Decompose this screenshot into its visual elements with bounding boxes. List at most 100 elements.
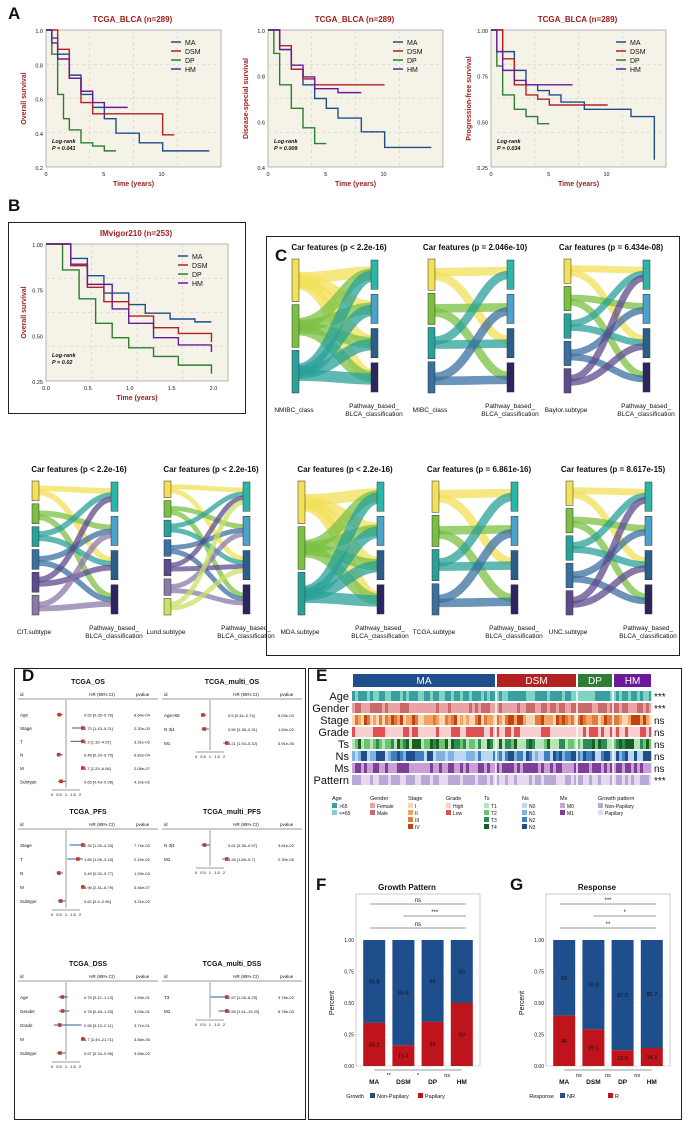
heatmap-cell [622,691,626,701]
heatmap-cell [559,703,563,713]
forest-col-id: id [164,692,168,697]
bar-sig-label: ** [606,922,611,928]
heatmap-cell [409,703,413,713]
heatmap-cell [430,703,434,713]
forest-axis-tick: 0 [51,912,54,917]
heatmap-cell [424,763,428,773]
sankey-flow [571,565,647,608]
heatmap-cell [415,715,419,725]
heatmap-cell [355,763,359,773]
forest-col-p: pvalue [136,822,150,827]
heatmap-cell [430,763,434,773]
forest-point [225,995,229,999]
sankey-source-node [297,526,306,570]
km-legend-label: DP [630,58,640,65]
heatmap-cell [385,763,389,773]
km-xtick: 10 [380,172,386,178]
heatmap-cell [472,775,476,785]
sankey-target-node [510,481,519,512]
sankey-target-node [642,362,651,393]
heatmap-cell [547,739,551,749]
forest-row-hr: 0.61 [0.38–0.97] [228,843,257,848]
heatmap-cell [619,763,623,773]
heatmap-cell [361,775,365,785]
heatmap-cell [403,751,407,761]
heatmap-cell [589,775,593,785]
heatmap-cell [457,775,461,785]
heatmap-cell [562,751,566,761]
heatmap-cell [505,703,509,713]
sankey-target-node [506,362,515,393]
forest-axis-tick: 2 [223,1022,226,1027]
heatmap-cell [376,691,380,701]
heatmap-legend-swatch [522,817,527,822]
km-xtick: 2.0 [210,386,218,392]
bar-ytick: 0.75 [344,970,354,976]
heatmap-cell [472,703,476,713]
heatmap-cell [514,739,518,749]
forest-col-id: id [164,822,168,827]
heatmap-cell [628,775,632,785]
heatmap-legend-item: Low [453,811,463,817]
heatmap-cell [379,703,383,713]
heatmap-cell [433,775,437,785]
heatmap-cell [412,739,416,749]
heatmap-cell [463,775,467,785]
heatmap-cell [610,775,614,785]
heatmap-cell [613,715,617,725]
km-legend-label: MA [192,254,203,261]
heatmap-legend-item: High [453,804,464,810]
heatmap-cell [604,715,608,725]
sankey-plot-1: Car features (p < 2.2e-16) NMIBC_class Pat… [274,243,403,418]
heatmap-cell [646,763,650,773]
heatmap-cell [556,739,560,749]
heatmap-cell [511,691,515,701]
forest-col-p: pvalue [280,692,294,697]
heatmap-cell [361,751,365,761]
forest-col-p: pvalue [136,974,150,979]
panel-c-frame [266,236,680,656]
heatmap-group-header [497,674,576,687]
km-ytick: 0.8 [35,63,43,69]
sankey-source-node [31,572,40,593]
heatmap-cell [370,715,374,725]
sankey-flow [37,560,113,603]
bar-category-label: DSM [396,1079,410,1086]
heatmap-cell [520,739,524,749]
sankey-flow [169,527,245,566]
forest-axis-tick: 1 [209,754,212,759]
heatmap-cell [577,751,581,761]
forest-row-hr: 0.57 [0.34–0.96] [84,1051,113,1056]
heatmap-cell [583,715,587,725]
heatmap-cell [532,715,536,725]
sankey-plot-3: Car features (p = 6.434e-08) Baylor.subty… [545,243,675,418]
heatmap-cell [460,691,464,701]
heatmap-cell [553,751,557,761]
sankey-source-node [291,258,300,302]
bar-sig-label: ns [415,922,421,928]
km-title: IMvigor210 (n=253) [100,229,173,238]
heatmap-cell [433,727,437,737]
forest-axis-tick: 2 [79,912,82,917]
heatmap-cell [373,691,377,701]
heatmap-group-header [614,674,651,687]
heatmap-cell [520,763,524,773]
heatmap-cell [553,739,557,749]
heatmap-cell [352,727,356,737]
heatmap-cell [601,775,605,785]
heatmap-cell [463,751,467,761]
heatmap-legend-swatch [560,810,565,815]
heatmap-cell [499,691,503,701]
heatmap-cell [352,775,356,785]
km-ylabel: Overall survival [21,72,28,124]
heatmap-cell [385,703,389,713]
heatmap-cell [535,691,539,701]
km-plot-2: TCGA_BLCA (n=289) 1.0 0.8 0.6 0.40 5 10 Time (y… [243,15,444,188]
sankey-target-node [510,516,519,546]
heatmap-cell [514,715,518,725]
heatmap-cell [361,691,365,701]
forest-point [202,727,207,731]
bar-value-label: 60 [561,976,567,982]
heatmap-cell [502,691,506,701]
